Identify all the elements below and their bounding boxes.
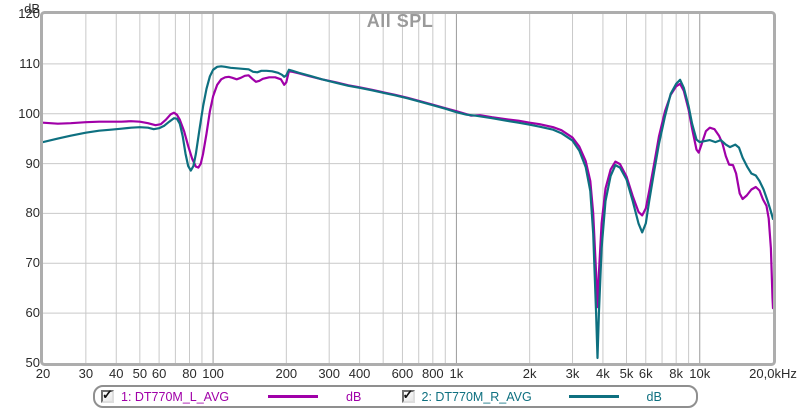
gridlines [43, 14, 773, 363]
x-tick-50: 50 [132, 366, 148, 381]
x-tick-5k: 5k [619, 366, 634, 381]
trace1-line-swatch [268, 395, 318, 398]
x-tick-60: 60 [151, 366, 167, 381]
x-tick-4k: 4k [596, 366, 610, 381]
y-tick-100: 100 [18, 105, 40, 121]
traces [43, 65, 773, 360]
trace2-unit-label: dB [646, 389, 662, 404]
y-tick-70: 70 [25, 255, 40, 271]
trace1-checkbox[interactable]: ✓ [101, 387, 114, 403]
x-tick-400: 400 [348, 366, 371, 381]
y-tick-90: 90 [25, 155, 40, 171]
trace2-checkbox[interactable]: ✓ [401, 387, 415, 403]
x-tick-10k: 10k [689, 366, 711, 381]
check-icon: ✓ [402, 387, 414, 402]
y-tick-60: 60 [25, 305, 40, 321]
trace2-line-swatch [568, 395, 619, 398]
y-axis-unit-label: dB [24, 1, 40, 16]
legend-bar: ✓ 1: DT770M_L_AVG dB ✓ 2: DT770M_R_AVG d… [93, 385, 698, 408]
legend-entry-trace1: ✓ 1: DT770M_L_AVG dB [95, 387, 396, 404]
y-tick-80: 80 [25, 205, 40, 221]
x-tick-200: 200 [275, 366, 298, 381]
trace1-label: 1: DT770M_L_AVG [121, 389, 230, 404]
chart-title: All SPL [366, 11, 434, 31]
x-tick-3k: 3k [565, 366, 580, 381]
y-tick-110: 110 [19, 55, 40, 71]
y-tick-50: 50 [25, 355, 40, 370]
legend-entry-trace2: ✓ 2: DT770M_R_AVG dB [396, 387, 697, 404]
x-tick-20,0kHz: 20,0kHz [749, 366, 797, 381]
check-icon: ✓ [102, 387, 113, 402]
y-tick-120: 120 [18, 6, 40, 21]
x-tick-8k: 8k [669, 366, 684, 381]
trace1-unit-label: dB [346, 389, 362, 404]
plot-background [43, 14, 773, 363]
x-tick-20: 20 [35, 366, 51, 381]
x-tick-100: 100 [202, 366, 224, 381]
x-tick-80: 80 [182, 366, 197, 381]
x-tick-300: 300 [318, 366, 341, 381]
x-tick-40: 40 [109, 366, 124, 381]
x-tick-1k: 1k [449, 366, 464, 381]
trace2-label: 2: DT770M_R_AVG [421, 389, 532, 404]
x-tick-600: 600 [391, 366, 414, 381]
x-tick-800: 800 [421, 366, 444, 381]
trace-2-line [43, 65, 773, 360]
plot-frame [40, 11, 776, 366]
x-tick-2k: 2k [522, 366, 537, 381]
x-tick-30: 30 [78, 366, 94, 381]
x-tick-6k: 6k [638, 366, 653, 381]
